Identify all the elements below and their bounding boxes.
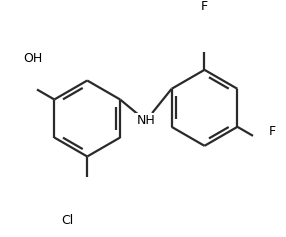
Text: NH: NH: [136, 114, 155, 127]
Text: Cl: Cl: [61, 214, 73, 227]
Text: OH: OH: [23, 52, 42, 64]
Text: F: F: [201, 0, 208, 13]
Text: F: F: [269, 125, 276, 138]
